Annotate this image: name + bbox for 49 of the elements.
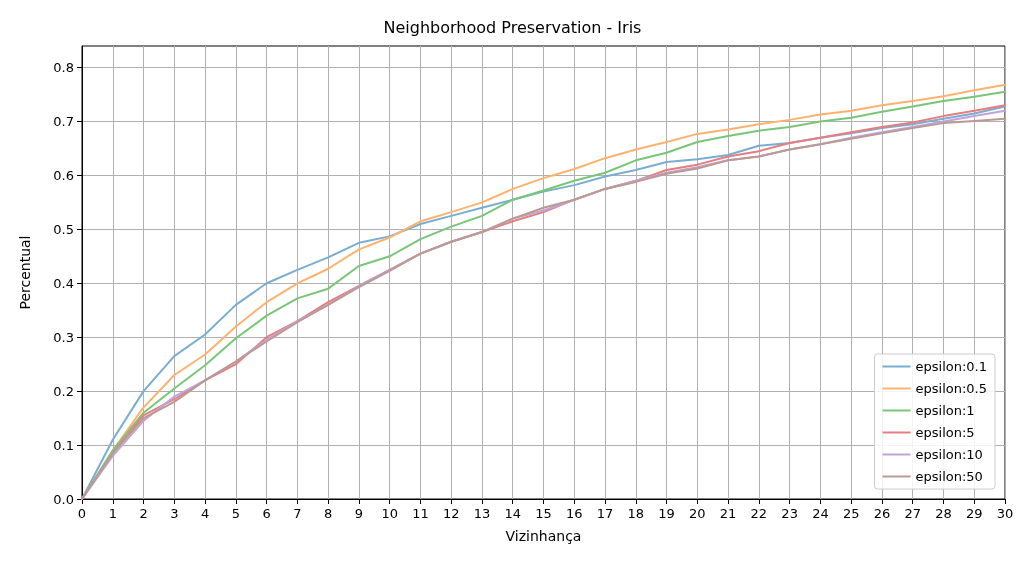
x-tick-label: 23 [781,506,798,521]
y-tick-label: 0.2 [53,383,74,399]
x-tick-label: 15 [535,506,552,521]
y-tick-label: 0.5 [53,221,74,237]
legend-label: epsilon:5 [915,425,975,440]
x-tick-label: 9 [354,506,364,521]
x-tick-label: 25 [842,506,860,521]
x-tick-label: 30 [996,506,1014,521]
x-tick-label: 28 [935,506,952,521]
x-tick-label: 2 [139,506,148,521]
x-tick-label: 24 [812,506,829,521]
x-tick-label: 1 [108,506,117,521]
y-tick-label: 0.6 [53,167,74,183]
legend-label: epsilon:0.5 [915,381,988,396]
y-tick-label: 0.3 [53,329,74,345]
x-tick-label: 4 [200,506,210,521]
legend-label: epsilon:1 [915,403,975,418]
y-tick-label: 0.7 [53,114,74,129]
legend-label: epsilon:10 [915,447,983,462]
x-tick-label: 27 [904,506,921,521]
x-tick-label: 8 [323,506,333,521]
y-tick-label: 0.0 [53,491,74,507]
x-tick-label: 22 [750,506,768,521]
y-tick-label: 0.1 [53,437,74,453]
x-tick-label: 21 [719,506,737,521]
legend-label: epsilon:0.1 [915,359,988,374]
x-tick-label: 6 [262,506,271,521]
x-tick-label: 16 [565,506,583,521]
x-tick-label: 26 [873,506,891,521]
x-tick-label: 0 [77,506,87,521]
y-axis-title: Percentual [17,235,33,310]
y-tick-label: 0.8 [53,60,74,76]
x-tick-label: 11 [412,506,429,521]
x-tick-label: 13 [473,506,491,521]
x-tick-label: 18 [627,506,645,521]
x-tick-label: 10 [381,506,398,521]
chart-title: Neighborhood Preservation - Iris [383,17,642,37]
x-tick-label: 29 [965,506,983,521]
x-tick-label: 3 [170,506,179,521]
y-tick-label: 0.4 [53,275,74,291]
x-tick-label: 19 [658,506,675,521]
x-tick-label: 20 [689,506,706,521]
x-tick-label: 5 [231,506,240,521]
x-axis-title: Vizinhança [505,528,582,544]
x-tick-label: 17 [596,506,614,521]
x-tick-label: 12 [442,506,460,521]
legend-label: epsilon:50 [915,469,983,484]
x-tick-label: 14 [504,506,522,521]
x-tick-label: 7 [293,506,302,521]
